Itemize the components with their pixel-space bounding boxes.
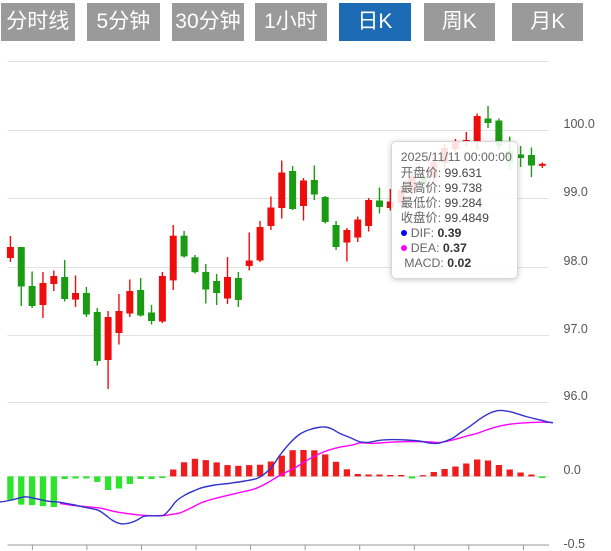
svg-text:98.0: 98.0 bbox=[564, 254, 588, 268]
svg-text:100.0: 100.0 bbox=[564, 117, 595, 131]
svg-text:0.0: 0.0 bbox=[564, 463, 581, 477]
svg-text:-0.5: -0.5 bbox=[564, 537, 586, 551]
svg-text:99.0: 99.0 bbox=[564, 185, 588, 199]
svg-text:96.0: 96.0 bbox=[564, 389, 588, 403]
svg-text:97.0: 97.0 bbox=[564, 322, 588, 336]
